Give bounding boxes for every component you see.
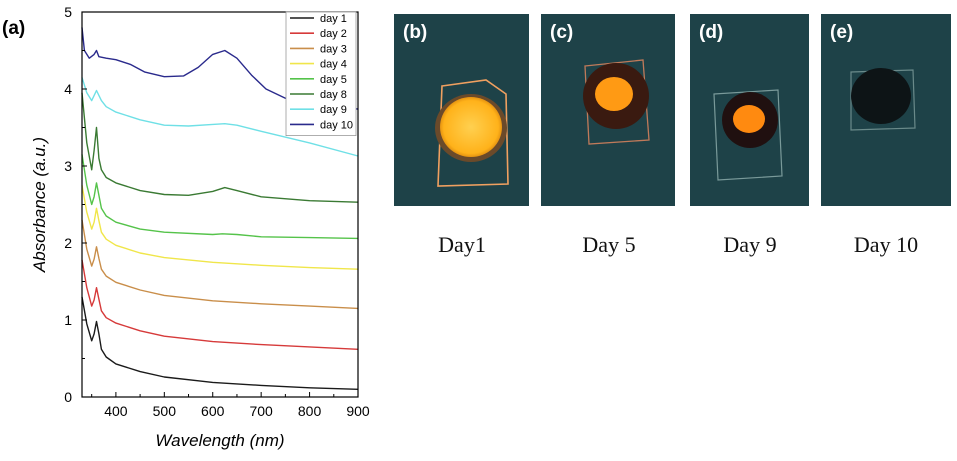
photo-day-1: (b) xyxy=(394,14,529,206)
sample-glow xyxy=(733,105,765,133)
photo-day-5: (c) xyxy=(541,14,675,206)
panel-b-label: (b) xyxy=(403,22,428,43)
x-tick-label: 500 xyxy=(153,403,177,419)
sample-glow xyxy=(440,97,502,157)
series-line-day-3 xyxy=(81,219,359,310)
caption-day-5: Day 5 xyxy=(582,232,636,257)
legend: day 1 day 2 day 3 day 4 day 5 day 8 day 9 day 1… xyxy=(285,11,357,136)
x-tick-label: 800 xyxy=(298,403,322,419)
series-line-day-2 xyxy=(81,259,359,350)
series-line-day-9 xyxy=(81,77,359,157)
series-line-day-5 xyxy=(81,154,359,240)
legend-label: day 1 xyxy=(320,13,347,25)
legend-label: day 9 xyxy=(320,104,347,116)
legend-label: day 5 xyxy=(320,74,347,86)
y-tick-label: 3 xyxy=(64,158,72,174)
glass-slide xyxy=(437,79,509,187)
plot-lines xyxy=(81,27,359,390)
axes: 400 500 600 700 800 900 0 1 2 3 4 5 xyxy=(64,4,370,419)
y-tick-label: 0 xyxy=(64,389,72,405)
series-line-day-10 xyxy=(81,27,359,110)
absorbance-chart: 400 500 600 700 800 900 0 1 2 3 4 5 day 1 day 2 day 3… xyxy=(30,4,370,450)
caption-day-9: Day 9 xyxy=(723,232,777,257)
legend-label: day 8 xyxy=(320,89,347,101)
glass-slide xyxy=(584,59,650,145)
x-tick-label: 400 xyxy=(104,403,128,419)
y-tick-label: 2 xyxy=(64,235,72,251)
panel-d-label: (d) xyxy=(699,22,724,43)
series-line-day-4 xyxy=(81,185,359,270)
glass-slide xyxy=(713,89,783,181)
legend-label: day 2 xyxy=(320,28,347,40)
sample-glow xyxy=(595,77,633,111)
y-tick-label: 1 xyxy=(64,312,72,328)
y-tick-label: 5 xyxy=(64,4,72,20)
y-tick-label: 4 xyxy=(64,81,72,97)
caption-day-10: Day 10 xyxy=(853,232,919,257)
x-tick-label: 600 xyxy=(201,403,225,419)
photo-day-9: (d) xyxy=(690,14,809,206)
series-line-day-1 xyxy=(81,296,359,390)
sample-dark xyxy=(851,68,911,124)
series-line-day-8 xyxy=(81,92,359,203)
photo-day-10: (e) xyxy=(821,14,951,206)
x-axis-label: Wavelength (nm) xyxy=(155,431,284,450)
legend-label: day 4 xyxy=(320,59,347,71)
caption-day-1: Day1 xyxy=(438,232,486,257)
panel-c-label: (c) xyxy=(550,22,574,43)
legend-label: day 3 xyxy=(320,43,347,55)
legend-label: day 10 xyxy=(320,119,353,131)
x-tick-label: 900 xyxy=(346,403,370,419)
panel-a-label: (a) xyxy=(2,18,26,39)
y-axis-label: Absorbance (a.u.) xyxy=(30,137,49,273)
x-tick-label: 700 xyxy=(249,403,273,419)
panel-e-label: (e) xyxy=(830,22,854,43)
